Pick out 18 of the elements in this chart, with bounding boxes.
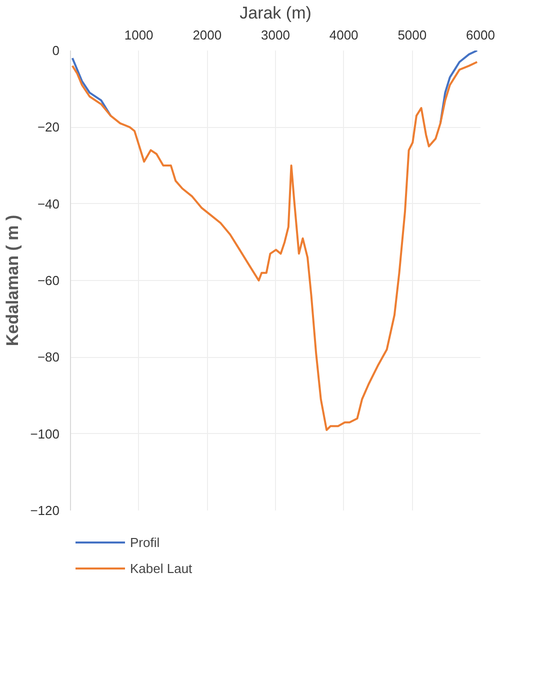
y-tick-label: −80 [37, 350, 60, 365]
legend-label: Kabel Laut [130, 560, 192, 576]
y-tick-label: −40 [37, 196, 60, 212]
legend-label: Profil [130, 534, 160, 550]
x-tick-label: 5000 [398, 28, 427, 42]
x-tick-label: 3000 [261, 28, 290, 42]
y-tick-label: −100 [30, 426, 60, 442]
y-tick-label: −120 [30, 503, 60, 518]
line-series [71, 61, 478, 431]
y-axis-title: Kedalaman ( m ) [3, 214, 22, 346]
y-tick-label: −20 [37, 120, 60, 135]
x-tick-label: 6000 [466, 28, 495, 42]
x-tick-label: 1000 [124, 28, 154, 42]
x-axis-title: Jarak (m) [240, 4, 312, 22]
y-tick-label: 0 [52, 43, 60, 58]
x-tick-label: 4000 [329, 28, 358, 42]
y-tick-label: −60 [37, 273, 60, 288]
x-tick-label: 2000 [192, 28, 222, 42]
